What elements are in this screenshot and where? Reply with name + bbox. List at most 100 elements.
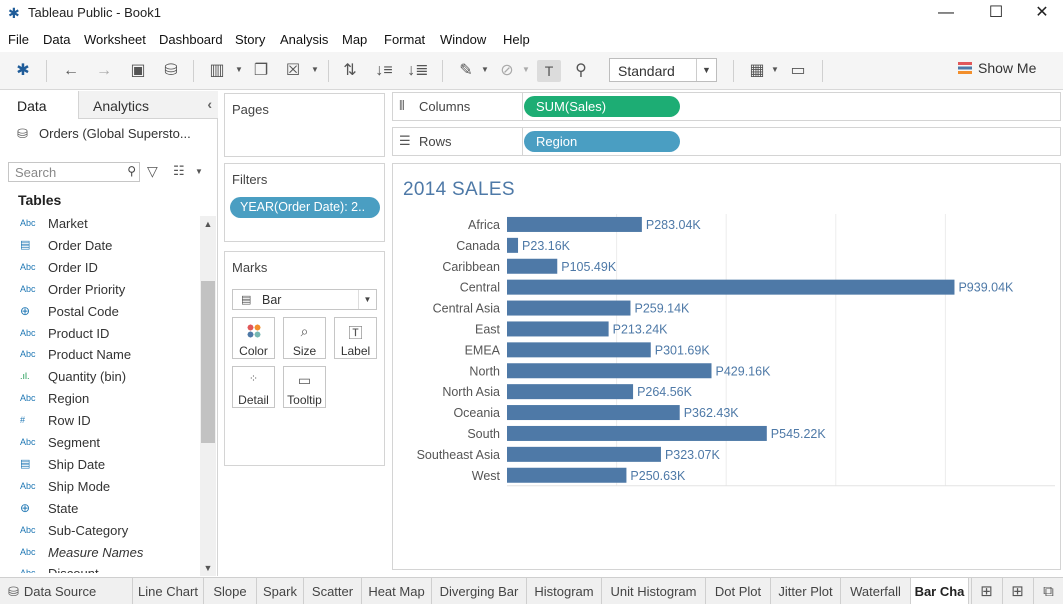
highlight-caret-icon[interactable]: ▼ — [481, 65, 489, 74]
bar[interactable] — [507, 363, 712, 379]
minimize-button[interactable]: — — [938, 4, 954, 21]
search-icon[interactable]: ⚲ — [127, 164, 136, 178]
field-item[interactable]: Abc Sub-Category — [0, 520, 200, 542]
bar[interactable] — [507, 321, 609, 337]
show-mark-labels-icon[interactable]: T — [537, 60, 561, 82]
bar[interactable] — [507, 467, 627, 483]
field-item[interactable]: ⊕ Postal Code — [0, 301, 200, 323]
filters-shelf[interactable]: Filters YEAR(Order Date): 2.. — [224, 163, 385, 242]
datasource-item[interactable]: ⛁ Orders (Global Supersto... — [17, 126, 191, 142]
new-dashboard-tab-icon[interactable]: ⊞ — [1002, 578, 1032, 604]
clear-sheet-icon[interactable]: ☒ — [285, 62, 301, 79]
field-item[interactable]: ▤ Ship Date — [0, 454, 200, 476]
sheet-tab[interactable]: Unit Histogram — [602, 578, 706, 604]
collapse-pane-icon[interactable]: ‹ — [207, 96, 212, 112]
sheet-tab[interactable]: Spark — [257, 578, 304, 604]
menu-map[interactable]: Map — [342, 32, 368, 47]
chevron-down-icon[interactable]: ▼ — [696, 59, 716, 81]
chevron-down-icon[interactable]: ▼ — [358, 290, 376, 309]
duplicate-sheet-icon[interactable]: ❐ — [253, 62, 269, 79]
bar[interactable] — [507, 405, 680, 421]
columns-shelf[interactable]: ⦀ Columns SUM(Sales) — [392, 92, 1061, 121]
chart-title[interactable]: 2014 SALES — [403, 179, 515, 200]
field-item[interactable]: Abc Measure Names — [0, 542, 200, 564]
sheet-tab[interactable]: Line Chart — [133, 578, 204, 604]
field-item[interactable]: Abc Ship Mode — [0, 476, 200, 498]
new-worksheet-icon[interactable]: ▥ — [209, 62, 225, 79]
sheet-tab[interactable]: Bar Cha — [911, 578, 969, 604]
field-item[interactable]: Abc Discount — [0, 563, 200, 573]
menu-story[interactable]: Story — [235, 32, 266, 47]
menu-window[interactable]: Window — [440, 32, 487, 47]
color-button[interactable]: Color — [232, 317, 275, 359]
menu-analysis[interactable]: Analysis — [280, 32, 329, 47]
menu-format[interactable]: Format — [384, 32, 426, 47]
bar-chart[interactable]: Africa P283.04K Canada P23.16K Caribbean P105… — [393, 164, 1060, 569]
sheet-tab[interactable]: Scatter — [304, 578, 362, 604]
field-item[interactable]: Abc Order Priority — [0, 279, 200, 301]
tooltip-button[interactable]: ▭ Tooltip — [283, 366, 326, 408]
rows-shelf[interactable]: ☰ Rows Region — [392, 127, 1061, 156]
scroll-thumb[interactable] — [201, 281, 215, 443]
close-button[interactable]: ✕ — [1035, 4, 1049, 21]
undo-icon[interactable]: ← — [63, 62, 79, 79]
view-caret-icon[interactable]: ▼ — [195, 167, 203, 176]
bar[interactable] — [507, 279, 955, 295]
field-item[interactable]: Abc Product Name — [0, 344, 200, 366]
search-input[interactable] — [9, 163, 121, 181]
bar[interactable] — [507, 446, 661, 462]
swap-rows-columns-icon[interactable]: ⇅ — [343, 62, 357, 79]
field-item[interactable]: Abc Segment — [0, 432, 200, 454]
detail-button[interactable]: ⁘ Detail — [232, 366, 275, 408]
show-me-button[interactable]: Show Me — [958, 60, 1036, 76]
field-list-scrollbar[interactable]: ▲ ▼ — [200, 216, 216, 576]
mark-type-select[interactable]: ▤ Bar ▼ — [232, 289, 377, 310]
tab-data-source[interactable]: ⛁ Data Source — [0, 578, 133, 604]
menu-worksheet[interactable]: Worksheet — [84, 32, 146, 47]
maximize-button[interactable]: ☐ — [988, 4, 1004, 21]
tab-analytics[interactable]: Analytics ‹ — [78, 91, 218, 119]
fit-select[interactable]: Standard ▼ — [609, 58, 717, 82]
sheet-tab[interactable]: Slope — [204, 578, 257, 604]
tableau-home-icon[interactable]: ✱ — [16, 62, 30, 79]
field-item[interactable]: Abc Market — [0, 213, 200, 235]
label-button[interactable]: 🅃 Label — [334, 317, 377, 359]
menu-data[interactable]: Data — [43, 32, 71, 47]
highlight-icon[interactable]: ✎ — [459, 62, 473, 79]
new-worksheet-tab-icon[interactable]: ⊞ — [971, 578, 1001, 604]
sheet-tab[interactable]: Jitter Plot — [771, 578, 841, 604]
scroll-up-icon[interactable]: ▲ — [203, 219, 213, 229]
field-item[interactable]: ⊕ State — [0, 498, 200, 520]
sheet-tab[interactable]: Waterfall — [841, 578, 911, 604]
size-button[interactable]: ⌕ Size — [283, 317, 326, 359]
view-list-icon[interactable]: ☷ — [173, 163, 185, 178]
rows-pill-region[interactable]: Region — [524, 131, 680, 152]
menu-file[interactable]: File — [8, 32, 29, 47]
search-box[interactable]: ⚲ — [8, 162, 140, 182]
sort-descending-icon[interactable]: ↓≣ — [407, 62, 429, 79]
show-cards-icon[interactable]: ▦ — [749, 62, 765, 79]
pages-shelf[interactable]: Pages — [224, 93, 385, 157]
tab-data[interactable]: Data — [0, 91, 78, 119]
new-story-tab-icon[interactable]: ⧉ — [1033, 578, 1063, 604]
new-datasource-icon[interactable]: ⛁ — [164, 62, 178, 79]
menu-dashboard[interactable]: Dashboard — [159, 32, 223, 47]
group-caret-icon[interactable]: ▼ — [522, 65, 530, 74]
field-item[interactable]: ▤ Order Date — [0, 235, 200, 257]
clear-sheet-caret-icon[interactable]: ▼ — [311, 65, 319, 74]
bar[interactable] — [507, 300, 631, 316]
bar[interactable] — [507, 237, 519, 253]
field-item[interactable]: Abc Product ID — [0, 323, 200, 345]
bar[interactable] — [507, 425, 767, 441]
field-item[interactable]: # Row ID — [0, 410, 200, 432]
bar[interactable] — [507, 258, 558, 274]
sort-ascending-icon[interactable]: ↓≡ — [375, 62, 393, 79]
new-worksheet-caret-icon[interactable]: ▼ — [235, 65, 243, 74]
columns-pill-sum-sales[interactable]: SUM(Sales) — [524, 96, 680, 117]
scroll-down-icon[interactable]: ▼ — [203, 563, 213, 573]
redo-icon[interactable]: → — [96, 62, 112, 79]
save-icon[interactable]: ▣ — [130, 62, 146, 79]
sheet-tab[interactable]: Diverging Bar — [432, 578, 527, 604]
bar[interactable] — [507, 342, 651, 358]
filter-pill-order-date[interactable]: YEAR(Order Date): 2.. — [230, 197, 380, 218]
